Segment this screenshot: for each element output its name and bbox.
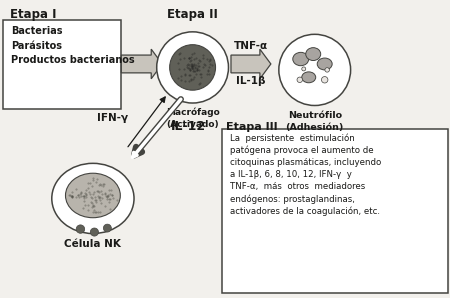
Text: Célula NK: Célula NK (64, 239, 122, 249)
Circle shape (279, 34, 351, 105)
Ellipse shape (306, 48, 321, 60)
Circle shape (302, 67, 306, 71)
FancyBboxPatch shape (222, 129, 448, 293)
FancyBboxPatch shape (3, 20, 122, 109)
Ellipse shape (302, 72, 316, 83)
Ellipse shape (66, 173, 120, 218)
Circle shape (76, 225, 85, 233)
FancyArrow shape (231, 49, 271, 79)
Ellipse shape (52, 163, 134, 234)
Text: La  persistente  estimulación
patógena provoca el aumento de
citoquinas plasmáti: La persistente estimulación patógena pro… (230, 133, 381, 216)
Ellipse shape (293, 52, 309, 66)
Text: Neutrófilo
(Adhesión): Neutrófilo (Adhesión) (286, 111, 344, 131)
Circle shape (104, 224, 111, 232)
Text: IL-12: IL-12 (171, 120, 206, 133)
Circle shape (325, 68, 329, 72)
Circle shape (321, 77, 328, 83)
FancyArrow shape (122, 49, 162, 79)
Circle shape (157, 32, 229, 103)
Text: IL-1β: IL-1β (236, 76, 266, 86)
Circle shape (170, 45, 216, 90)
Text: Macrófago
(Activado): Macrófago (Activado) (166, 108, 220, 128)
Circle shape (297, 77, 302, 83)
Ellipse shape (317, 58, 332, 70)
Text: IFN-γ: IFN-γ (97, 113, 128, 123)
Text: Bacterias
Parásitos
Productos bacterianos: Bacterias Parásitos Productos bacteriano… (11, 27, 134, 65)
Circle shape (90, 228, 99, 236)
Text: Etapa III: Etapa III (226, 122, 278, 132)
Text: TNF-α: TNF-α (234, 41, 268, 51)
Text: Etapa I: Etapa I (9, 8, 56, 21)
Text: Etapa II: Etapa II (167, 8, 218, 21)
